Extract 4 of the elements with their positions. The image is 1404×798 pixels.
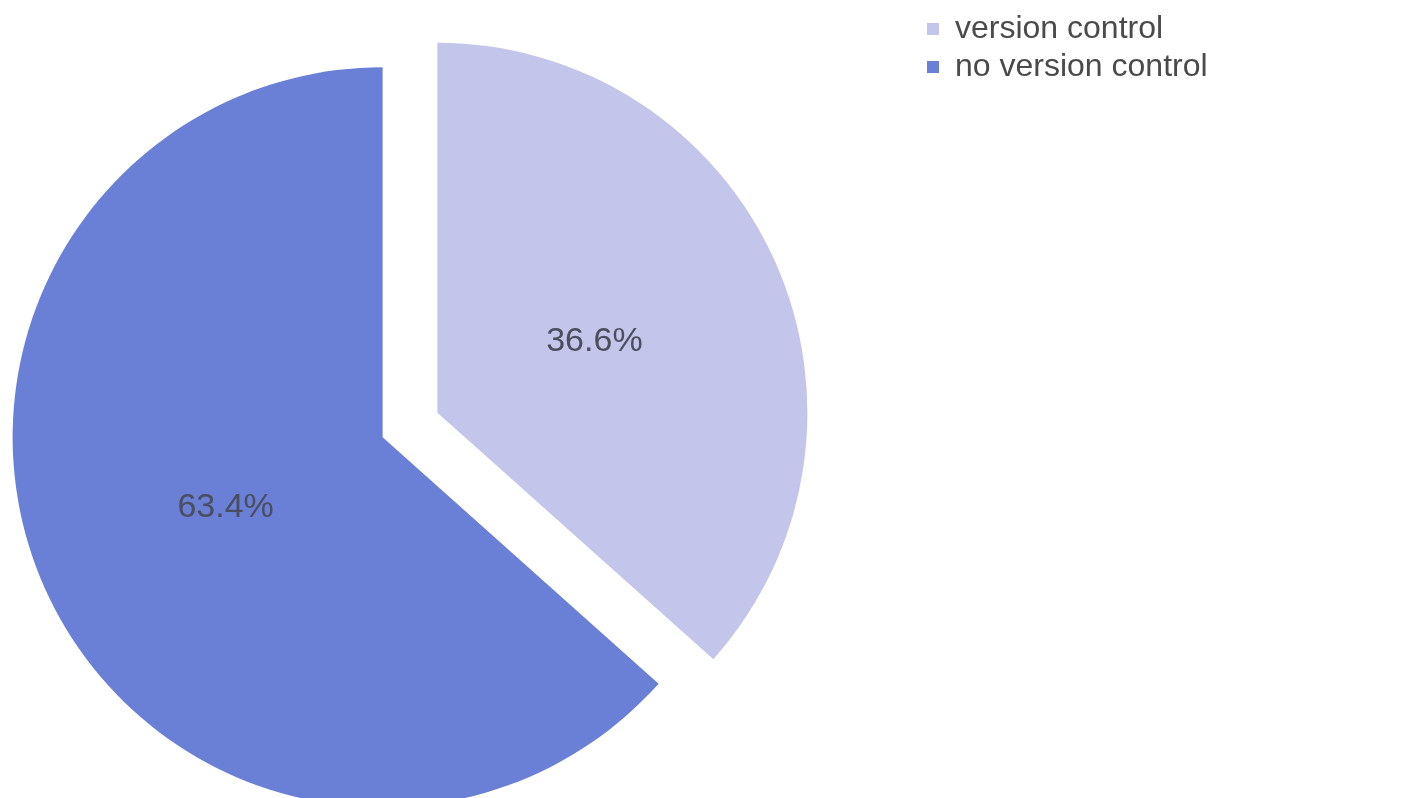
data-label: 36.6% <box>546 320 643 359</box>
legend-label: no version control <box>955 47 1208 84</box>
legend-label: version control <box>955 9 1164 46</box>
data-label: 63.4% <box>177 485 274 524</box>
